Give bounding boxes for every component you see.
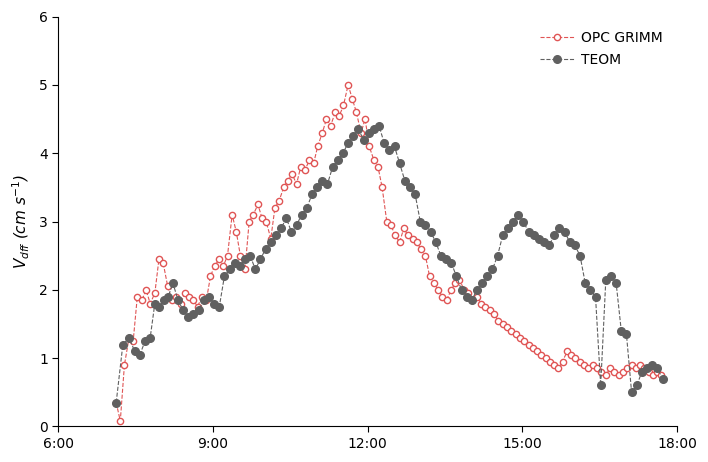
- Y-axis label: $V_{dff}$ (cm s$^{-1}$): $V_{dff}$ (cm s$^{-1}$): [11, 174, 32, 269]
- Legend: OPC GRIMM, TEOM: OPC GRIMM, TEOM: [532, 24, 670, 74]
